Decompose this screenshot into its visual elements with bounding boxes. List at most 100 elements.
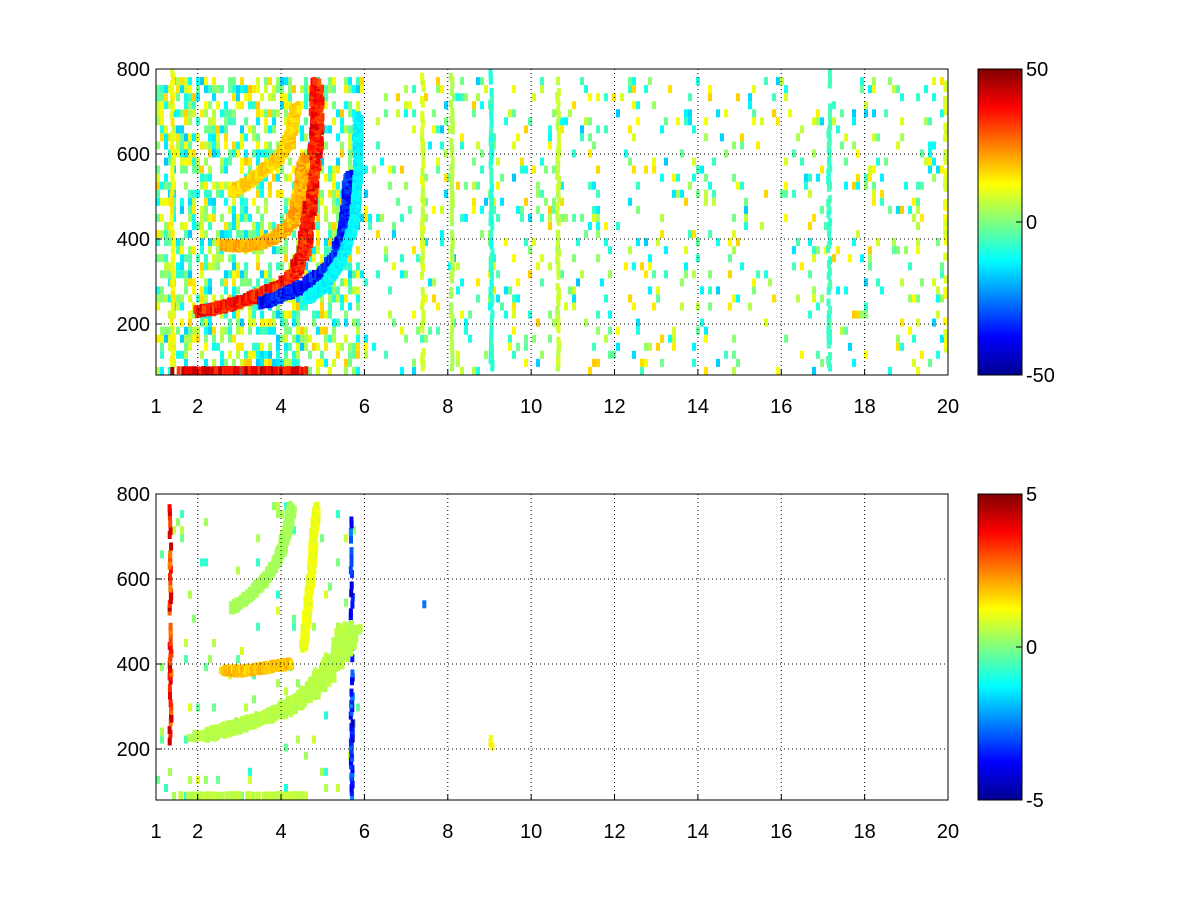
heatmap-cell xyxy=(900,278,904,287)
heatmap-cell xyxy=(280,189,284,198)
heatmap-cell xyxy=(272,318,276,327)
heatmap-cell xyxy=(268,350,272,359)
heatmap-cell xyxy=(349,169,354,178)
heatmap-cell xyxy=(212,294,216,303)
heatmap-cell xyxy=(748,302,752,311)
heatmap-cell xyxy=(270,292,275,301)
heatmap-cell xyxy=(592,358,596,367)
heatmap-cell xyxy=(516,205,520,214)
heatmap-cell xyxy=(280,358,284,367)
heatmap-cell xyxy=(228,149,232,158)
heatmap-cell xyxy=(732,173,736,182)
heatmap-cell xyxy=(188,93,192,102)
heatmap-cell xyxy=(184,93,188,102)
heatmap-cell xyxy=(912,334,916,343)
heatmap-cell xyxy=(260,326,264,335)
heatmap-cell xyxy=(204,294,208,303)
heatmap-cell xyxy=(421,348,426,357)
heatmap-cell xyxy=(440,125,444,134)
heatmap-cell xyxy=(856,149,860,158)
heatmap-cell xyxy=(692,358,696,367)
heatmap-cell xyxy=(332,358,336,367)
heatmap-cell xyxy=(336,213,340,222)
heatmap-cell xyxy=(596,254,600,263)
heatmap-cell xyxy=(236,213,240,222)
heatmap-cell xyxy=(264,284,269,293)
heatmap-cell xyxy=(284,310,288,319)
heatmap-cell xyxy=(420,95,424,104)
heatmap-cell xyxy=(284,350,288,359)
heatmap-cell xyxy=(224,157,228,166)
heatmap-cell xyxy=(332,181,336,190)
heatmap-cell xyxy=(160,85,164,94)
heatmap-cell xyxy=(216,262,220,271)
heatmap-cell xyxy=(208,141,212,150)
heatmap-cell xyxy=(192,101,196,110)
heatmap-cell xyxy=(156,165,160,174)
heatmap-cell xyxy=(652,270,656,279)
heatmap-cell xyxy=(524,358,528,367)
heatmap-cell xyxy=(208,318,212,327)
heatmap-cell xyxy=(876,133,880,142)
heatmap-cell xyxy=(860,85,864,94)
heatmap-cell xyxy=(784,93,788,102)
heatmap-cell xyxy=(940,262,944,271)
heatmap-cell xyxy=(932,278,936,287)
heatmap-cell xyxy=(292,310,296,319)
heatmap-cell xyxy=(943,176,948,185)
heatmap-cell xyxy=(220,213,224,222)
heatmap-cell xyxy=(540,278,544,287)
heatmap-cell xyxy=(248,278,252,287)
heatmap-cell xyxy=(588,222,592,230)
heatmap-cell xyxy=(596,93,600,102)
heatmap-cell xyxy=(844,133,848,142)
heatmap-cell xyxy=(180,133,184,142)
heatmap-cell xyxy=(924,117,928,126)
heatmap-cell xyxy=(344,358,348,367)
heatmap-cell xyxy=(172,125,176,134)
heatmap-cell xyxy=(584,85,588,94)
heatmap-cell xyxy=(236,350,240,359)
heatmap-cell xyxy=(604,334,608,343)
heatmap-cell xyxy=(204,77,208,86)
heatmap-cell xyxy=(524,238,528,247)
heatmap-cell xyxy=(224,222,228,230)
heatmap-cell xyxy=(286,270,291,279)
heatmap-cell xyxy=(796,133,800,142)
heatmap-cell xyxy=(232,254,236,263)
heatmap-cell xyxy=(240,270,244,279)
heatmap-cell xyxy=(324,93,328,102)
heatmap-cell xyxy=(788,109,792,118)
heatmap-cell xyxy=(489,321,494,330)
heatmap-cell xyxy=(212,109,216,118)
heatmap-cell xyxy=(504,238,508,247)
heatmap-cell xyxy=(228,157,232,166)
heatmap-cell xyxy=(432,205,436,214)
heatmap-cell xyxy=(200,77,204,86)
heatmap-cell xyxy=(490,183,494,192)
heatmap-cell xyxy=(784,334,788,343)
heatmap-cell xyxy=(920,181,924,190)
heatmap-cell xyxy=(260,213,264,222)
heatmap-cell xyxy=(464,213,468,222)
heatmap-cell xyxy=(264,278,268,287)
heatmap-cell xyxy=(584,117,588,126)
heatmap-cell xyxy=(252,149,256,158)
heatmap-cell xyxy=(216,342,220,351)
heatmap-cell xyxy=(212,141,216,150)
heatmap-cell xyxy=(288,101,292,110)
heatmap-cell xyxy=(184,109,188,118)
heatmap-cell xyxy=(312,162,317,171)
heatmap-cell xyxy=(864,101,868,110)
heatmap-cell xyxy=(664,157,668,166)
heatmap-cell xyxy=(440,238,444,247)
heatmap-cell xyxy=(168,342,172,351)
heatmap-cell xyxy=(804,181,808,190)
heatmap-cell xyxy=(208,125,212,134)
heatmap-cell xyxy=(170,118,175,127)
heatmap-cell xyxy=(208,278,212,287)
heatmap-cell xyxy=(188,141,192,150)
heatmap-cell xyxy=(628,246,632,255)
heatmap-cell xyxy=(188,342,192,351)
heatmap-cell xyxy=(344,77,348,86)
